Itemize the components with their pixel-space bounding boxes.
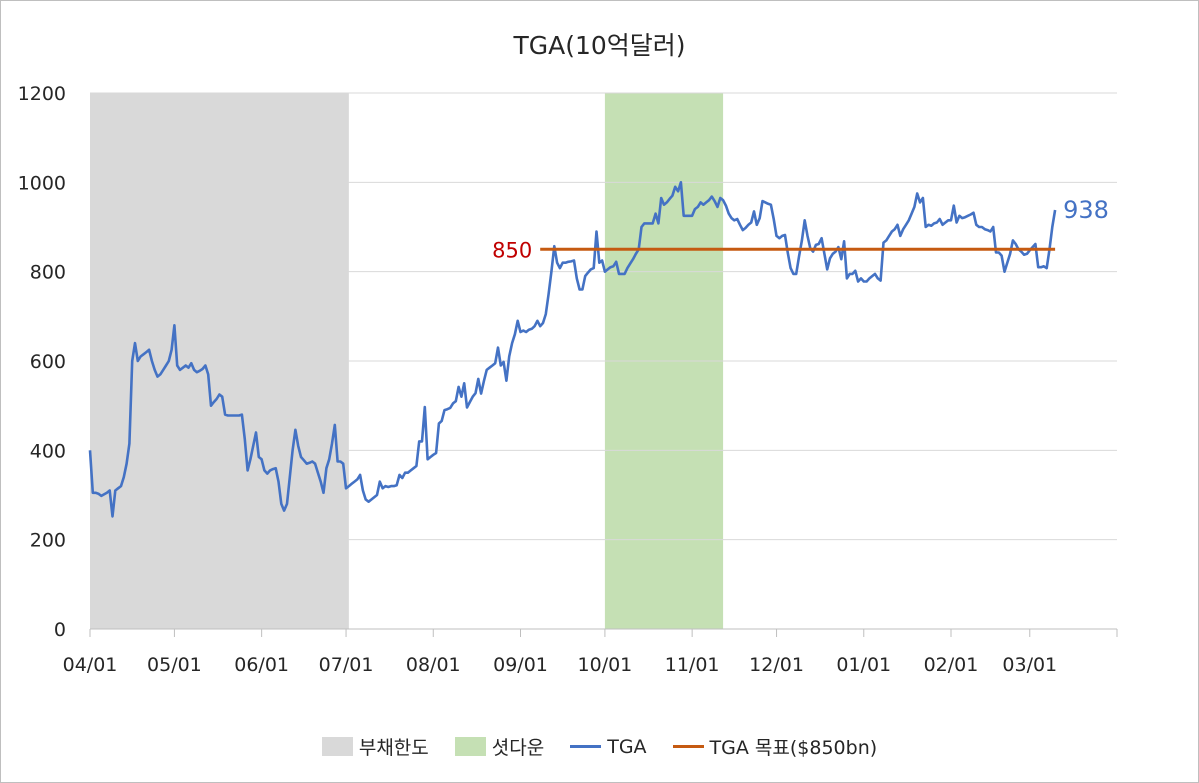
axes [89,628,1118,637]
legend-label: TGA [607,735,647,758]
y-tick-label: 1200 [18,83,66,105]
last-value-label: 938 [1063,196,1109,224]
x-tick-label: 11/01 [665,654,720,676]
legend-swatch [672,745,704,748]
x-tick-label: 10/01 [578,654,633,676]
y-tick-label: 200 [30,530,66,552]
legend-item-tga-target: TGA 목표($850bn) [672,733,878,760]
x-tick-label: 08/01 [406,654,461,676]
x-tick-label: 01/01 [836,654,891,676]
tga-series-line [88,181,1057,518]
legend-swatch [321,737,353,756]
y-tick-label: 800 [30,262,66,284]
x-tick-label: 06/01 [234,654,289,676]
x-tick-label: 02/01 [924,654,979,676]
x-tick-label: 04/01 [63,654,118,676]
y-tick-label: 1000 [18,172,66,194]
legend-swatch [570,745,602,748]
legend-item-tga: TGA [570,733,647,760]
legend-label: 셧다운 [491,737,545,759]
x-tick-label: 07/01 [319,654,374,676]
legend-item-debt-ceiling: 부채한도 [321,733,429,760]
x-tick-label: 09/01 [493,654,548,676]
legend-label: TGA 목표($850bn) [709,737,878,759]
y-tick-label: 600 [30,351,66,373]
tick-labels: 0 200 400 600 800 1000 1200 04/01 05/01 06/01 07/0… [18,83,1058,676]
gridlines [90,92,1117,541]
legend-label: 부채한도 [358,737,429,759]
y-tick-label: 0 [54,619,66,641]
x-tick-label: 05/01 [147,654,202,676]
x-tick-label: 03/01 [1002,654,1057,676]
target-value-label: 850 [492,238,532,262]
legend-item-shutdown: 셧다운 [454,733,545,760]
legend: 부채한도 셧다운 TGA TGA 목표($850bn) [0,733,1199,760]
chart-title: TGA(10억달러) [513,31,686,60]
series-group [88,181,1057,518]
x-tick-label: 12/01 [749,654,804,676]
y-tick-label: 400 [30,440,66,462]
legend-swatch [454,737,486,756]
